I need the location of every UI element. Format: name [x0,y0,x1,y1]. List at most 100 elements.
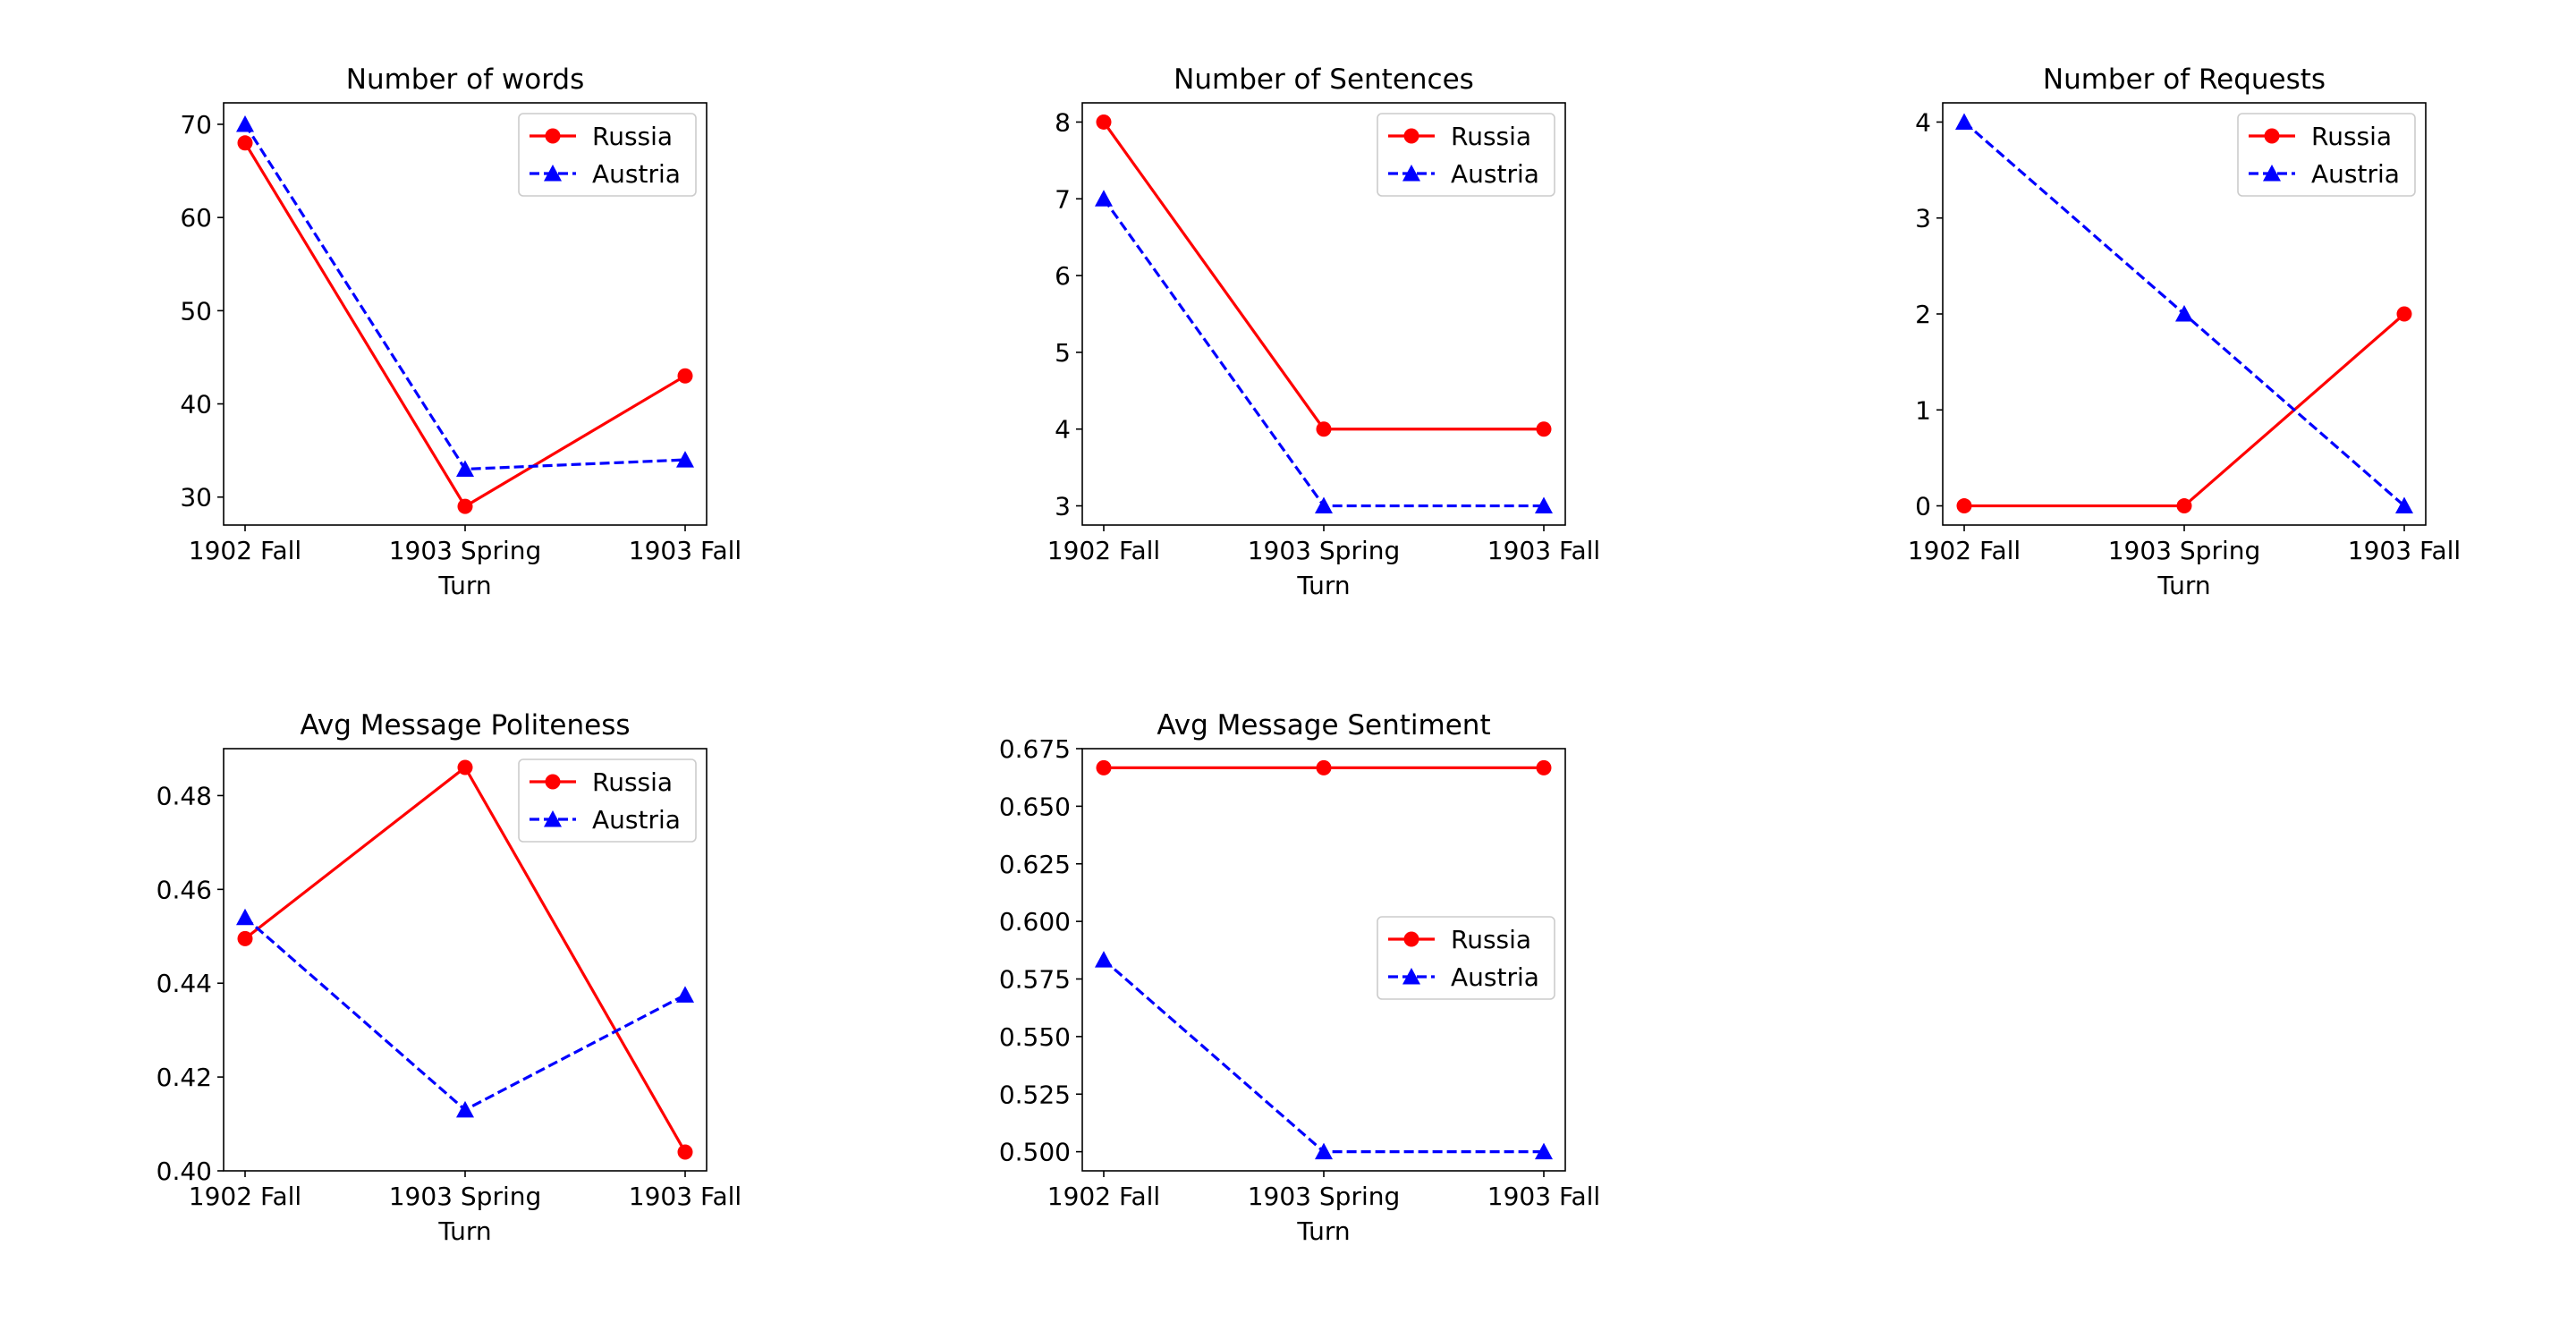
subplot-4: Avg Message Politeness 0.40 0.42 0.44 0.46 0.… [157,709,742,1246]
legend-box [2237,113,2416,197]
legend-marker [545,128,561,144]
subplot-5: Avg Message Sentiment 0.500 0.525 0.550 0.57… [999,709,1600,1246]
legend: Russia Austria [518,758,697,843]
legend-label: Austria [1451,159,1539,189]
y-tick-label: 5 [1055,338,1071,368]
y-tick-label: 70 [180,110,212,140]
legend-label: Austria [592,805,681,835]
legend-marker [1402,968,1420,985]
legend-label: Russia [1451,122,1531,151]
x-axis-label: Turn [2157,571,2210,600]
x-tick-label: 1903 Spring [1248,536,1401,565]
y-tick-label: 0.625 [999,850,1071,879]
y-tick-label: 0.42 [157,1063,212,1092]
legend-box [518,113,697,197]
legend-box [1377,113,1555,197]
y-tick-label: 0.575 [999,965,1071,995]
data-point-austria [1095,190,1113,207]
x-tick-label: 1903 Spring [389,1182,542,1211]
series-line-austria [1102,198,1544,508]
x-tick-label: 1903 Spring [2108,536,2261,565]
y-tick-label: 6 [1055,261,1071,291]
y-tick-label: 0.650 [999,792,1071,821]
series-line-austria [243,916,686,1112]
y-tick-label: 30 [180,483,212,513]
chart-title: Number of Requests [2043,64,2326,96]
y-tick-label: 0.48 [157,781,212,810]
y-tick-label: 0.40 [157,1157,212,1186]
series-line-russia [1964,312,2406,508]
data-point-russia [237,135,253,151]
x-tick-label: 1902 Fall [189,536,301,565]
legend: Russia Austria [1377,916,1555,1000]
y-tick-label: 3 [1915,204,1931,233]
data-point-russia [677,1144,693,1160]
y-tick-label: 2 [1915,300,1931,329]
legend-marker [1402,165,1420,182]
data-point-austria [2395,496,2413,514]
x-tick-label: 1902 Fall [1047,1182,1160,1211]
legend-label: Russia [2311,122,2392,151]
legend-marker [2264,128,2280,144]
subplot-3: Number of Requests 0 1 2 3 4 1902 Fall 1903 Spr… [1908,64,2461,600]
data-point-austria [236,114,254,132]
y-tick-label: 0.44 [157,969,212,998]
data-point-russia [1316,759,1332,775]
y-tick-label: 0.46 [157,875,212,904]
data-point-austria [456,1100,474,1118]
data-point-austria [1535,1142,1553,1160]
x-tick-label: 1903 Spring [1248,1182,1401,1211]
data-point-austria [236,908,254,926]
data-point-russia [1096,759,1112,775]
legend: Russia Austria [518,113,697,197]
subplot-1: Number of words 30 40 50 60 70 1902 Fall 1903 S… [180,64,741,600]
data-point-russia [457,759,473,775]
y-tick-label: 0.600 [999,907,1071,936]
x-tick-label: 1902 Fall [1908,536,2021,565]
data-point-russia [1956,498,1972,514]
x-tick-label: 1903 Fall [629,1182,741,1211]
x-axis-label: Turn [1296,1216,1350,1246]
chart-title: Number of words [346,64,584,96]
y-tick-label: 0 [1915,492,1931,521]
data-point-russia [677,368,693,384]
x-tick-label: 1903 Fall [629,536,741,565]
data-point-russia [1316,421,1332,437]
legend-marker [544,810,562,827]
y-tick-label: 8 [1055,107,1071,137]
y-tick-label: 50 [180,296,212,326]
chart-title: Number of Sentences [1174,64,1474,96]
data-point-austria [1095,951,1113,968]
data-point-austria [1315,496,1333,514]
y-tick-label: 60 [180,203,212,233]
series-line-russia [243,141,686,509]
data-point-austria [676,986,694,1003]
data-point-russia [457,498,473,514]
x-tick-label: 1903 Fall [1487,1182,1600,1211]
legend-label: Russia [1451,925,1531,954]
y-tick-label: 4 [1915,107,1931,137]
x-axis-label: Turn [437,1216,491,1246]
data-point-austria [1535,496,1553,514]
data-point-austria [456,460,474,477]
data-point-austria [676,451,694,468]
data-point-russia [237,930,253,946]
y-tick-label: 0.525 [999,1080,1071,1109]
x-tick-label: 1903 Fall [1487,536,1600,565]
legend-marker [1403,931,1419,947]
data-point-russia [2176,498,2192,514]
x-tick-label: 1902 Fall [1047,536,1160,565]
legend-marker [544,165,562,182]
data-point-russia [1096,114,1112,130]
legend-label: Austria [2311,159,2400,189]
legend-marker [1403,128,1419,144]
legend-box [518,758,697,843]
legend-label: Russia [592,122,673,151]
y-tick-label: 0.550 [999,1022,1071,1052]
y-tick-label: 40 [180,390,212,419]
x-axis-label: Turn [437,571,491,600]
y-tick-label: 3 [1055,492,1071,521]
y-tick-label: 0.500 [999,1138,1071,1167]
legend-label: Austria [1451,962,1539,992]
x-tick-label: 1902 Fall [189,1182,301,1211]
